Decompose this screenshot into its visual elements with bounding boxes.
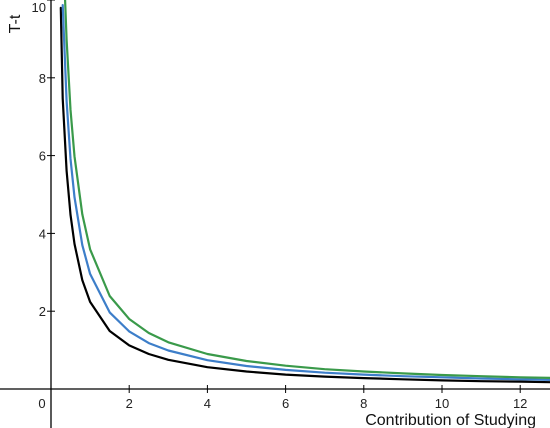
y-tick-label: 8 [39, 71, 46, 86]
series-line-2 [61, 3, 550, 382]
x-tick-label: 12 [513, 396, 527, 411]
x-tick-label: 4 [204, 396, 211, 411]
tick-labels: 0 2 4 6 8 10 12 2 4 6 8 10 [32, 0, 528, 411]
series-line-3 [63, 0, 550, 380]
y-tick-label: 2 [39, 304, 46, 319]
series-line-1 [59, 6, 550, 384]
x-axis-title: Contribution of Studying [365, 412, 536, 428]
x-tick-label: 8 [360, 396, 367, 411]
tick-marks [47, 0, 521, 393]
y-tick-label: 4 [39, 226, 46, 241]
x-tick-label: 6 [282, 396, 289, 411]
series-lines [59, 0, 550, 384]
y-tick-label: 10 [32, 0, 46, 15]
x-tick-label: 0 [38, 396, 45, 411]
y-tick-label: 6 [39, 149, 46, 164]
x-tick-label: 2 [126, 396, 133, 411]
x-tick-label: 10 [435, 396, 449, 411]
y-axis-title: T-t [7, 14, 24, 33]
